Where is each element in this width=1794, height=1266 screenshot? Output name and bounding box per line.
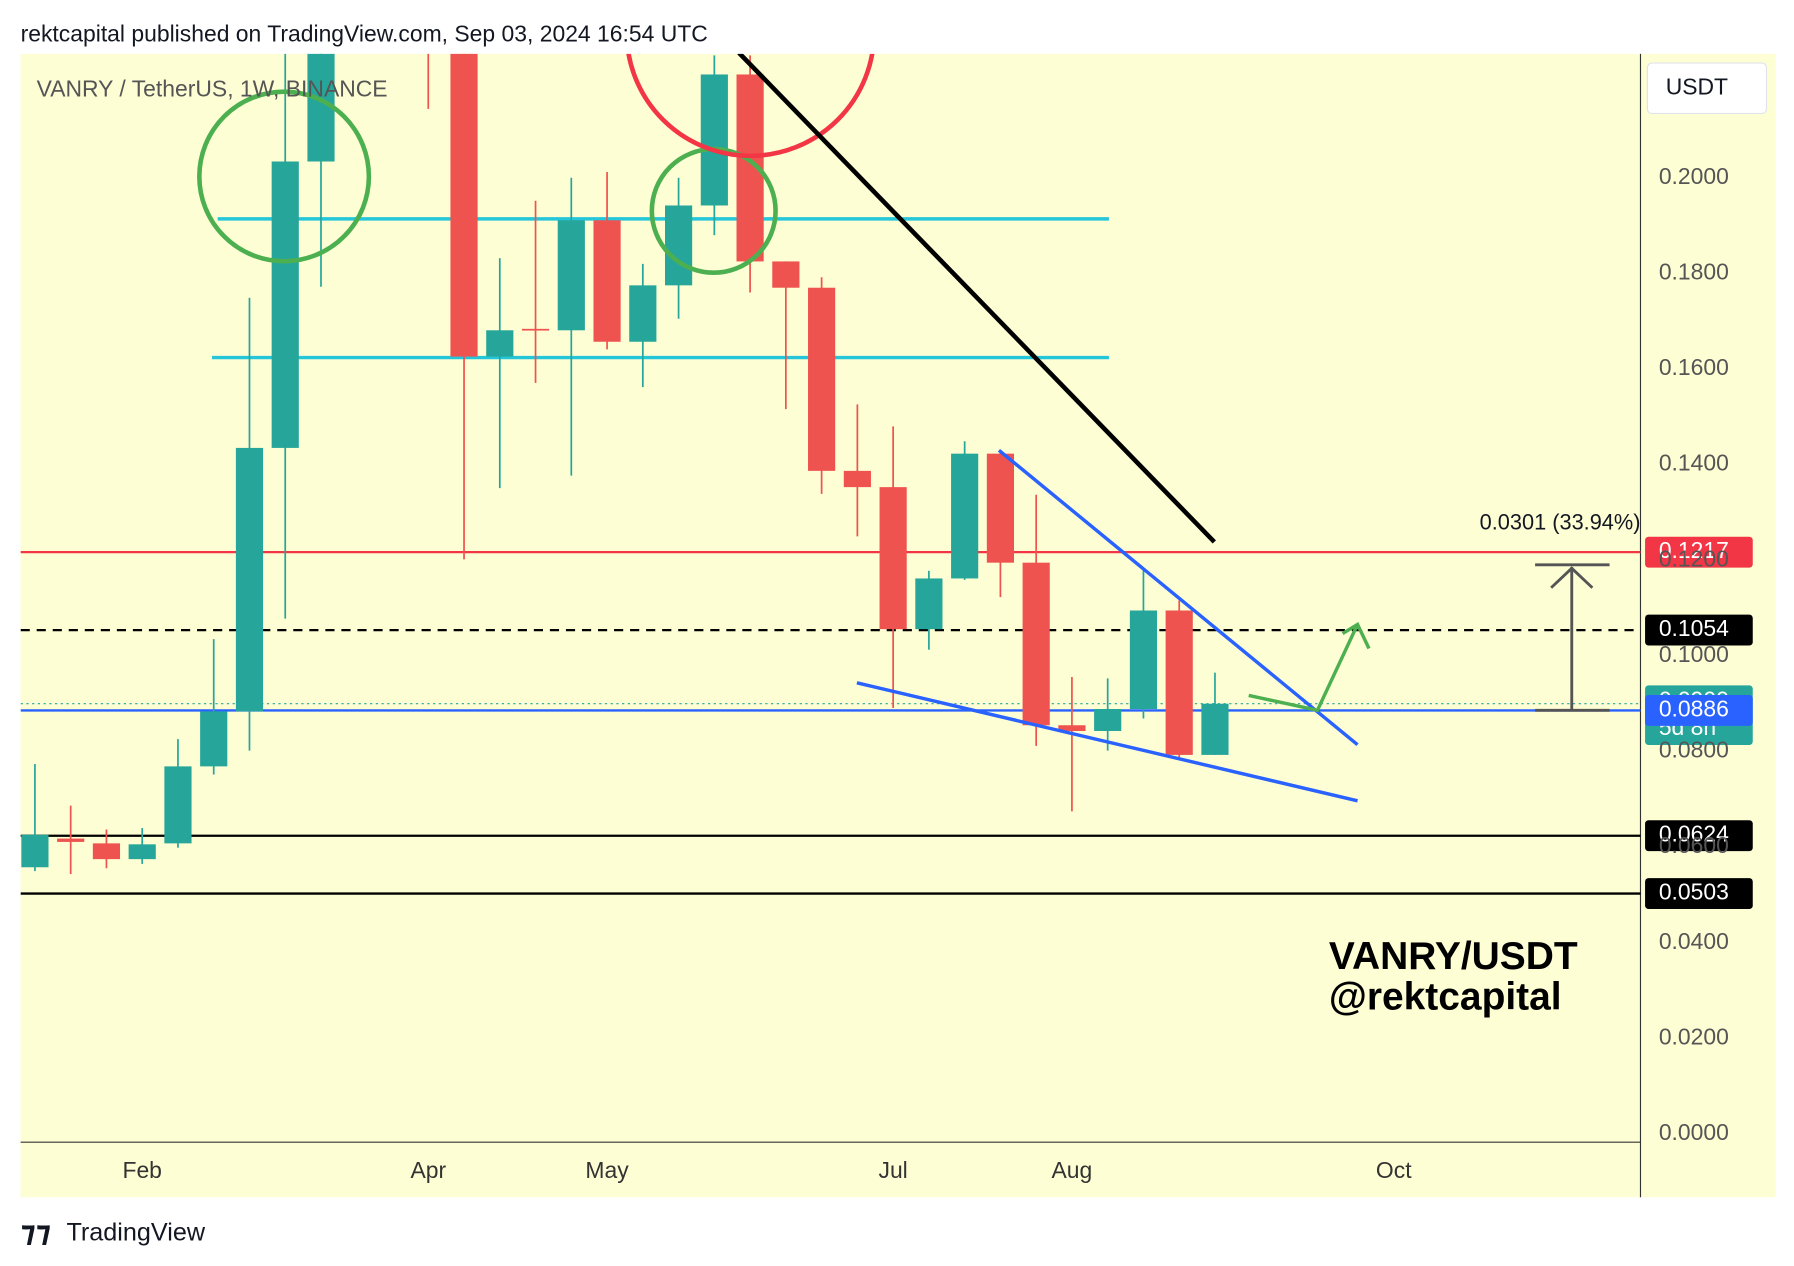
x-tick-label: Jul (878, 1157, 907, 1183)
candle-body (200, 711, 228, 767)
y-tick-label: 0.1200 (1659, 545, 1729, 571)
candle-body (1129, 610, 1158, 709)
candle-body (57, 838, 85, 842)
candle-body (951, 453, 979, 579)
candle-body (593, 220, 621, 342)
x-tick-label: Aug (1052, 1157, 1093, 1183)
y-tick-label: 0.0600 (1659, 832, 1729, 858)
candle-body (21, 834, 49, 868)
y-tick-label: 0.0000 (1659, 1119, 1729, 1145)
price-tag (1645, 694, 1753, 726)
y-tick-label: 0.1600 (1659, 354, 1729, 380)
candle-body (1201, 703, 1229, 755)
y-tick-label: 0.0800 (1659, 737, 1729, 763)
measure-arrow (1550, 566, 1594, 589)
candle-body (271, 161, 299, 448)
price-tag (1645, 820, 1753, 852)
watermark: VANRY/USDT (1329, 935, 1578, 978)
candle-body (164, 766, 192, 844)
candle-body (1094, 708, 1122, 731)
candle-body (986, 453, 1014, 563)
measure-label: 0.0301 (33.94%) (1480, 509, 1641, 534)
candle-body (92, 843, 121, 860)
currency-label[interactable]: USDT (1666, 73, 1728, 99)
price-tag (1645, 614, 1753, 646)
candle-body (915, 578, 943, 630)
price-tag-label: 0.1217 (1659, 537, 1729, 563)
tv-logo: ⁊⁊ (21, 1216, 52, 1249)
candle-body (879, 487, 907, 630)
candle-body (486, 330, 514, 357)
y-tick-label: 0.1000 (1659, 641, 1729, 667)
y-tick-label: 0.0200 (1659, 1024, 1729, 1050)
candle-body (772, 261, 800, 288)
x-tick-label: Feb (122, 1157, 161, 1183)
watermark: @rektcapital (1329, 975, 1562, 1018)
y-tick-label: 0.1400 (1659, 450, 1729, 476)
red-circle (626, 53, 875, 159)
candle-body (808, 287, 836, 471)
y-tick-label: 0.2000 (1659, 163, 1729, 189)
candle-body (128, 844, 156, 860)
green-circle (197, 89, 372, 264)
x-tick-label: May (585, 1157, 629, 1183)
y-tick-label: 0.1800 (1659, 258, 1729, 284)
candle-body (557, 220, 585, 331)
candle-body (1022, 562, 1050, 726)
candle-body (235, 447, 264, 712)
candle-body (1165, 610, 1193, 755)
candle-body (521, 328, 550, 331)
projection-arrow (1248, 623, 1360, 713)
x-tick-label: Oct (1376, 1157, 1412, 1183)
wedge-lower (856, 681, 1358, 803)
candle-body (450, 53, 478, 357)
footer: TradingView (66, 1219, 205, 1247)
candle-body (1058, 725, 1086, 731)
plot (20, 53, 1641, 895)
price-tag-label: 0.0503 (1659, 879, 1729, 905)
candle-body (629, 285, 657, 342)
drawings (197, 53, 1610, 803)
candle-body (700, 74, 728, 206)
price-tag (1645, 536, 1753, 568)
price-tag-label: 0.0886 (1659, 695, 1729, 721)
header: rektcapital published on TradingView.com… (21, 21, 708, 47)
candle-body (664, 205, 693, 286)
symbol-label: VANRY / TetherUS, 1W, BINANCE (37, 76, 388, 102)
trendline (737, 53, 1216, 544)
price-tag-label: 0.1054 (1659, 615, 1729, 641)
currency-box[interactable] (1646, 62, 1768, 115)
candle-body (843, 470, 871, 488)
wedge-upper (997, 448, 1359, 747)
price-tag-label: 0.0624 (1659, 821, 1729, 847)
price-tag (1645, 878, 1753, 910)
y-tick-label: 0.0400 (1659, 928, 1729, 954)
x-tick-label: Apr (410, 1157, 446, 1183)
arrow-head (1341, 621, 1371, 650)
